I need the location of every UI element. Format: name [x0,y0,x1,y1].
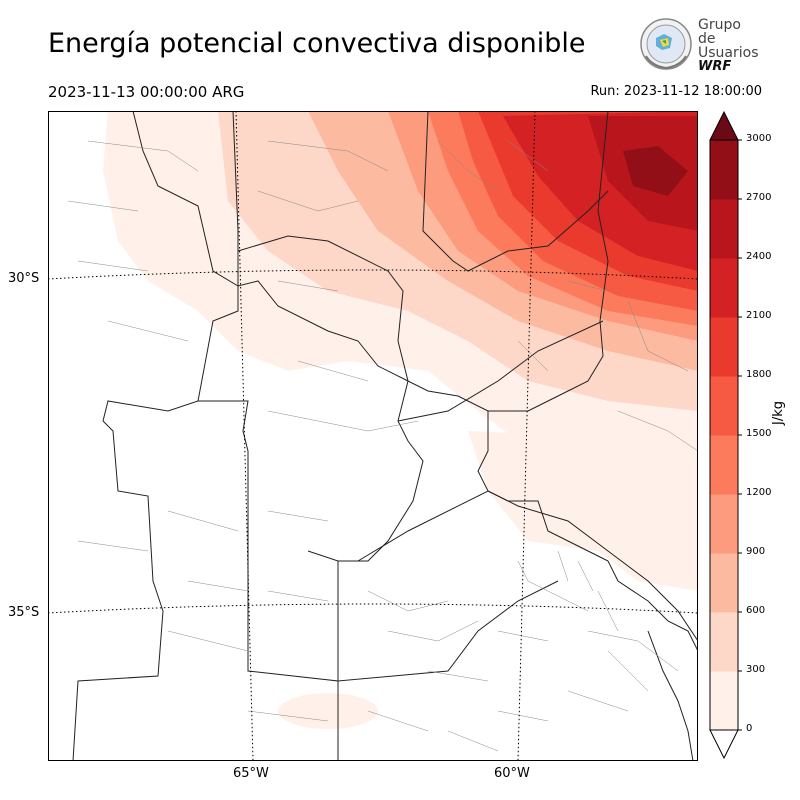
province-line-1 [72,111,239,761]
colorbar-over-arrow [709,110,739,141]
lat-line-35s [48,603,698,614]
lon-line-60w [517,111,536,761]
graticule [48,111,698,761]
lon-label-60w: 60°W [494,766,530,781]
run-time: Run: 2023-11-12 18:00:00 [590,84,762,99]
province-line-5 [422,111,609,272]
colorbar-tick-label: 600 [746,605,766,616]
colorbar-tick-label: 2100 [746,310,772,321]
coast [607,560,698,761]
colorbar-tick-label: 1800 [746,369,772,380]
colorbar-tick-label: 300 [746,664,766,675]
cape-shading [103,111,698,729]
page-title: Energía potencial convectiva disponible [48,28,586,59]
globe-icon [640,18,692,70]
colorbar-scale [709,110,742,760]
colorbar-segment [710,376,738,436]
colorbar-segment [710,494,738,554]
cape-map [48,111,698,761]
lon-line-65w [235,111,254,761]
colorbar: 0 300 600 900 1200 1500 1800 2100 2400 2700 3000 [708,110,800,765]
colorbar-tick-label: 2400 [746,251,772,262]
colorbar-segment [710,612,738,672]
colorbar-unit: J/kg [771,401,786,425]
colorbar-tick-label: 3000 [746,133,772,144]
province-line-7 [357,490,698,642]
lon-label-65w: 65°W [233,766,269,781]
colorbar-segment [710,199,738,259]
colorbar-segment [710,671,738,731]
colorbar-tick-label: 0 [746,723,753,734]
colorbar-tick-label: 1500 [746,428,772,439]
lat-line-30s [48,269,698,280]
lat-label-35s: 35°S [8,605,40,620]
map-canvas [48,111,698,761]
colorbar-segment [710,140,738,200]
logo-line-2: Usuarios [698,45,759,61]
colorbar-tick-label: 2700 [746,192,772,203]
grupo-usuarios-wrf-logo: Grupo de Usuarios WRF [638,16,759,74]
logo-line-1: Grupo de [698,17,741,47]
country-border [132,111,609,412]
province-line-4 [397,320,604,422]
province-line-8 [337,561,559,682]
colorbar-segment [710,435,738,495]
cape-patch [278,693,378,729]
lat-label-30s: 30°S [8,271,40,286]
valid-time: 2023-11-13 00:00:00 ARG [48,83,245,101]
colorbar-segment [710,317,738,377]
colorbar-tick-label: 1200 [746,487,772,498]
logo-line-3: WRF [698,59,732,74]
colorbar-segment [710,258,738,318]
boundaries [72,111,698,761]
colorbar-tick-label: 900 [746,546,766,557]
cape-2700-3000 [623,146,688,196]
departments [67,140,698,752]
colorbar-segment [710,553,738,613]
colorbar-under-arrow [709,729,739,760]
